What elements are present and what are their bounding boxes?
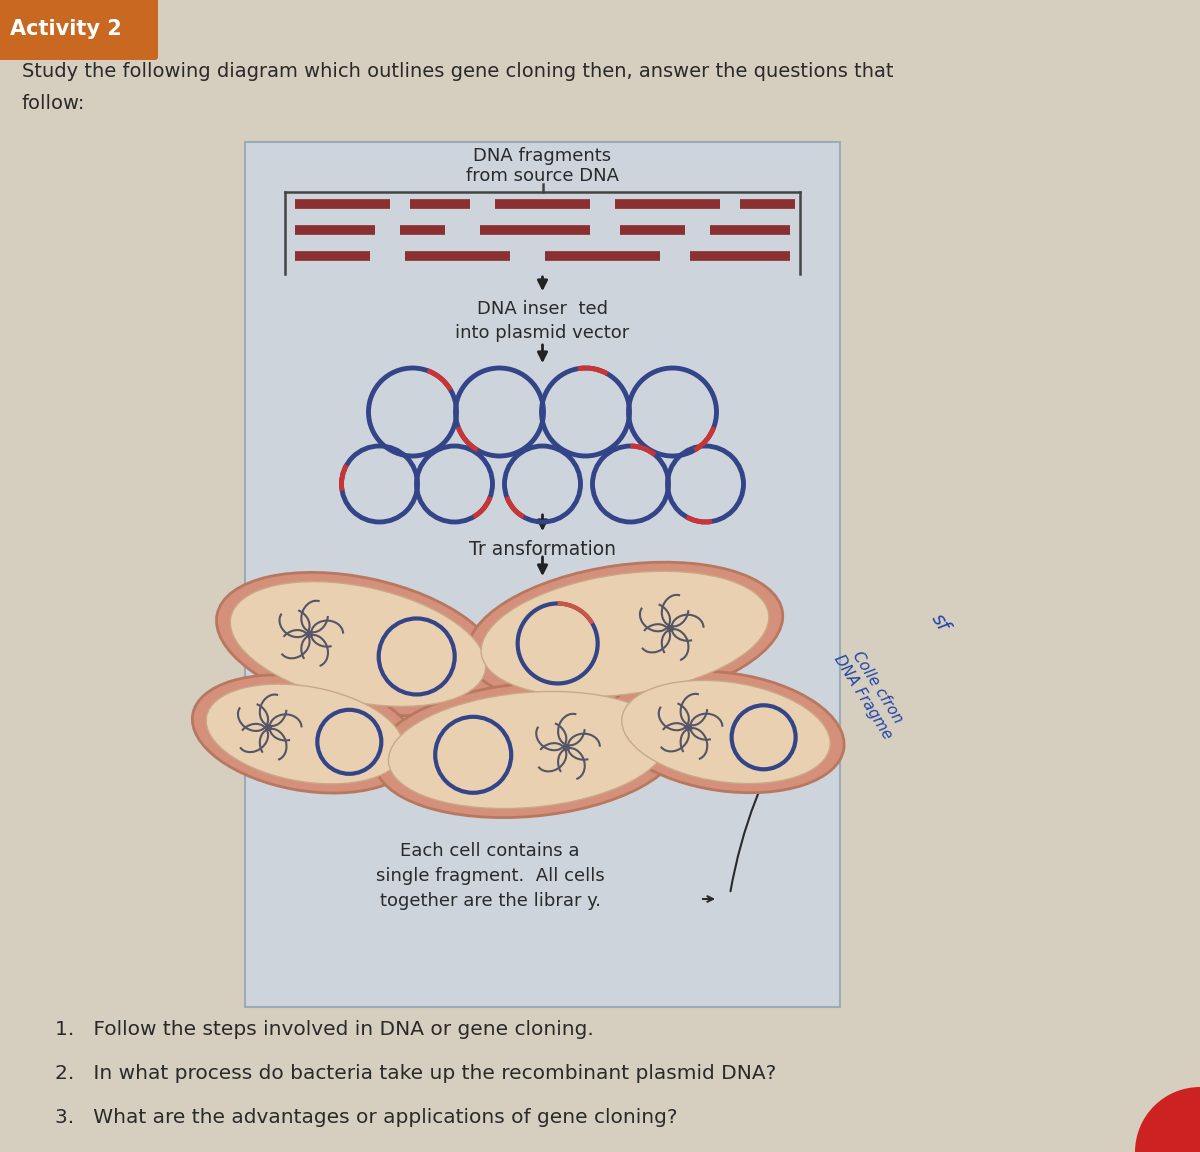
Wedge shape [1135,1087,1200,1152]
Text: DNA fragments: DNA fragments [474,147,612,165]
Text: 2.   In what process do bacteria take up the recombinant plasmid DNA?: 2. In what process do bacteria take up t… [55,1064,776,1083]
Text: together are the librar y.: together are the librar y. [379,892,600,910]
Text: Colle cfron
DNA Fragme: Colle cfron DNA Fragme [830,643,910,742]
Ellipse shape [389,691,667,809]
FancyBboxPatch shape [245,142,840,1007]
Ellipse shape [216,573,499,715]
Text: Activity 2: Activity 2 [10,18,121,39]
Text: 3.   What are the advantages or applications of gene cloning?: 3. What are the advantages or applicatio… [55,1108,678,1127]
Text: single fragment.  All cells: single fragment. All cells [376,867,605,885]
Text: 1.   Follow the steps involved in DNA or gene cloning.: 1. Follow the steps involved in DNA or g… [55,1020,594,1039]
FancyBboxPatch shape [0,0,158,60]
Text: DNA inser  ted: DNA inser ted [478,300,608,318]
Ellipse shape [622,681,830,783]
Ellipse shape [206,684,404,783]
Ellipse shape [481,571,769,697]
Text: Tr ansformation: Tr ansformation [469,540,616,559]
Ellipse shape [608,672,844,793]
Text: Study the following diagram which outlines gene cloning then, answer the questio: Study the following diagram which outlin… [22,62,894,81]
Text: into plasmid vector: into plasmid vector [455,324,630,342]
Text: sf: sf [928,609,953,635]
Ellipse shape [230,582,486,706]
Ellipse shape [467,562,782,706]
Ellipse shape [192,675,418,793]
Text: Each cell contains a: Each cell contains a [401,842,580,861]
Ellipse shape [374,682,682,818]
Text: from source DNA: from source DNA [466,167,619,185]
Text: follow:: follow: [22,94,85,113]
